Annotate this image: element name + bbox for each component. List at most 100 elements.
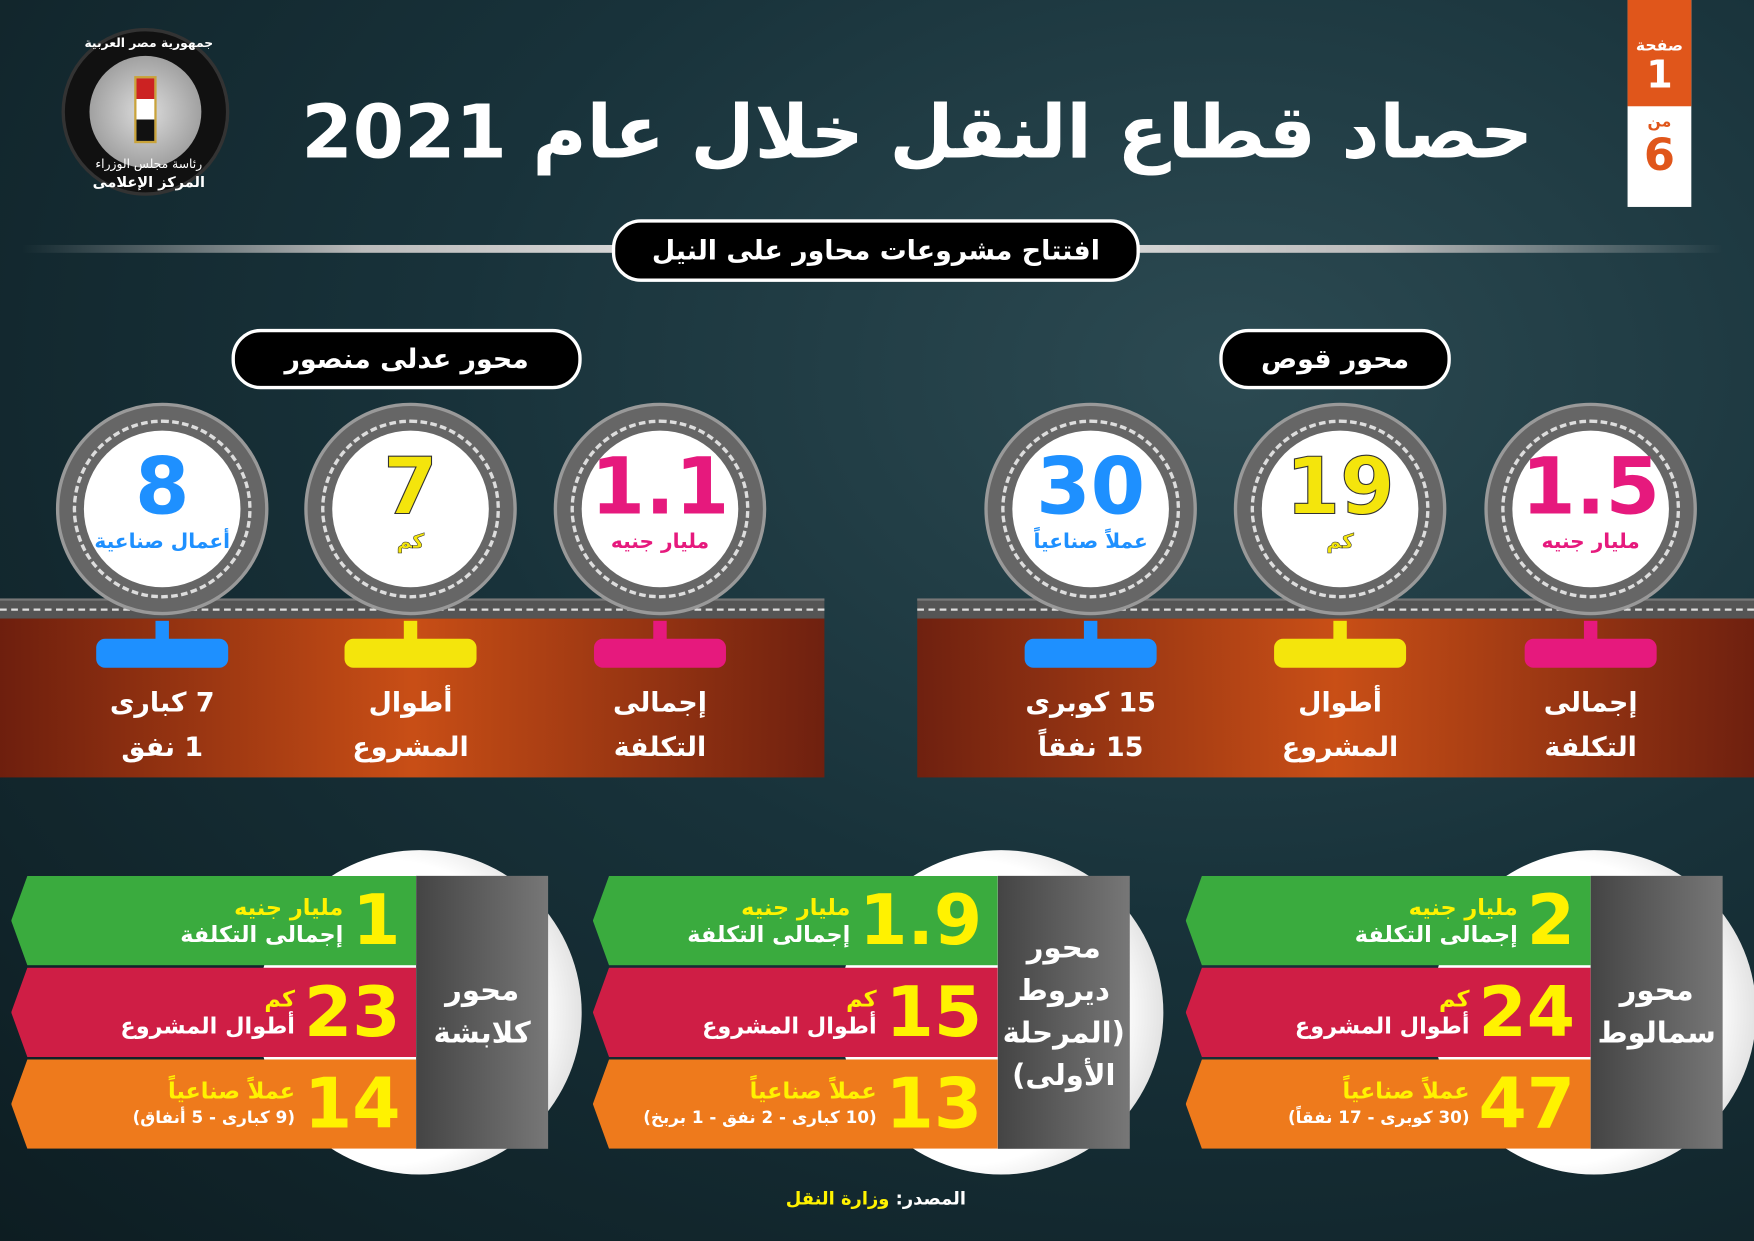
stat-label-line2: المشروع [352,731,469,763]
length-unit: كم [264,985,295,1013]
length-unit: كم [846,985,877,1013]
cost-value: 2 [1526,879,1575,961]
works-unit: عملاً صناعياً [167,1077,295,1105]
pin-marker [1024,620,1157,670]
works-value: 14 [303,1062,401,1145]
source-value: وزارة النقل [785,1187,890,1210]
page-number: 1 [1646,52,1673,98]
stat-label-line2: 15 نفقاً [1037,731,1144,763]
eagle-emblem-icon [134,76,157,144]
stat-label: إجمالى التكلفة [1501,680,1680,769]
stat-label-line2: 1 نفق [121,731,204,763]
media-center-logo: جمهورية مصر العربية رئاسة مجلس الوزراء ا… [61,27,230,196]
length-label: أطوال المشروع [702,1012,877,1040]
stat-label-line1: أطوال [368,686,453,719]
axis-name: محور ديروط (المرحلة الأولى) [997,875,1130,1149]
stat-label-line2: التكلفة [613,731,707,763]
stat-circle-length: 19 كم [1233,402,1447,616]
page-label: صفحة [1635,36,1684,55]
cost-unit: مليار جنيه [741,893,851,921]
source-label: المصدر: [895,1187,966,1210]
pin-marker [96,620,229,670]
axis-pill-adly-mansour: محور عدلى منصور [231,328,582,390]
stat-label: أطوال المشروع [1251,680,1430,769]
length-bar: 23 كم أطوال المشروع [11,967,417,1058]
stat-label-line1: 7 كبارى [109,686,215,719]
stat-label: 15 كوبرى 15 نفقاً [1001,680,1180,769]
stat-unit: مليار جنيه [1541,530,1640,554]
cost-bar: 1 مليار جنيه إجمالى التكلفة [11,875,417,966]
length-label: أطوال المشروع [120,1012,295,1040]
works-unit: عملاً صناعياً [1342,1077,1470,1105]
stat-label-line1: إجمالى [613,686,707,719]
stat-label-line1: إجمالى [1543,686,1638,719]
length-value: 24 [1478,970,1575,1053]
length-value: 15 [885,970,983,1053]
works-value: 47 [1478,1062,1575,1145]
stat-circle-cost: 1.1 مليار جنيه [553,402,767,616]
length-bar: 24 كم أطوال المشروع [1185,967,1591,1058]
cost-value: 1.9 [859,879,983,961]
works-detail: (30 كوبرى - 17 نفقاً) [1287,1107,1470,1128]
axis-card: محور كلابشة 1 مليار جنيه إجمالى التكلفة 23… [11,850,582,1175]
stat-label-line2: التكلفة [1544,731,1637,763]
cost-bar: 2 مليار جنيه إجمالى التكلفة [1185,875,1591,966]
length-bar: 15 كم أطوال المشروع [592,967,998,1058]
works-bar: 13 عملاً صناعياً (10 كبارى - 2 نفق - 1 برب… [592,1059,998,1149]
stat-label: 7 كبارى 1 نفق [73,680,252,769]
stat-value: 8 [134,440,190,533]
stat-circle-works: 30 عملاً صناعياً [984,402,1197,616]
axis-card: محور ديروط (المرحلة الأولى) 1.9 مليار جني… [592,850,1164,1175]
stat-value: 1.5 [1521,440,1661,533]
stat-circle-length: 7 كم [304,402,517,616]
works-detail: (10 كبارى - 2 نفق - 1 بربخ) [643,1107,877,1128]
subtitle-pill: افتتاح مشروعات محاور على النيل [611,219,1140,282]
stat-value: 30 [1036,440,1146,533]
axis-name: محور كلابشة [416,875,549,1149]
axis-pill-qous: محور قوص [1219,328,1451,390]
length-unit: كم [1438,985,1470,1013]
stat-unit: مليار جنيه [610,530,710,554]
length-value: 23 [303,970,401,1053]
cost-unit: مليار جنيه [234,893,344,921]
stat-label-line1: 15 كوبرى [1025,686,1156,719]
logo-middle-text: رئاسة مجلس الوزراء [95,156,203,172]
pin-marker [1524,620,1657,670]
stat-label: إجمالى التكلفة [570,680,749,769]
stat-label-line2: المشروع [1281,731,1399,763]
cost-bar: 1.9 مليار جنيه إجمالى التكلفة [592,875,998,966]
stat-unit: كم [396,530,425,554]
cost-value: 1 [352,879,401,961]
logo-top-text: جمهورية مصر العربية [84,35,214,51]
logo-bottom-text: المركز الإعلامى [92,174,205,192]
axis-name: محور سمالوط [1590,875,1723,1149]
source-note: المصدر: وزارة النقل [671,1188,1080,1209]
cost-label: إجمالى التكلفة [180,920,344,948]
pin-marker [593,620,726,670]
stat-circle-cost: 1.5 مليار جنيه [1484,402,1697,616]
of-label: من [1647,112,1672,131]
axis-card: محور سمالوط 2 مليار جنيه إجمالى التكلفة 24… [1185,850,1754,1175]
stat-circle-works: 8 أعمال صناعية [55,402,269,616]
cost-label: إجمالى التكلفة [1354,920,1518,948]
works-bar: 14 عملاً صناعياً (9 كبارى - 5 أنفاق) [11,1059,417,1149]
stat-label: أطوال المشروع [321,680,500,769]
length-label: أطوال المشروع [1294,1012,1470,1040]
page-title: حصاد قطاع النقل خلال عام 2021 [301,89,1534,176]
pin-marker [344,620,477,670]
stat-unit: عملاً صناعياً [1033,530,1148,554]
works-unit: عملاً صناعياً [749,1077,877,1105]
stat-value: 19 [1285,440,1395,533]
works-bar: 47 عملاً صناعياً (30 كوبرى - 17 نفقاً) [1185,1059,1591,1149]
stat-label-line1: أطوال [1298,686,1382,719]
cost-unit: مليار جنيه [1408,893,1518,921]
stat-value: 7 [383,440,439,533]
total-pages: 6 [1643,129,1676,182]
cost-label: إجمالى التكلفة [687,920,851,948]
pin-marker [1274,620,1407,670]
works-detail: (9 كبارى - 5 أنفاق) [132,1107,295,1128]
page-badge: صفحة 1 من 6 [1627,0,1692,207]
stat-unit: كم [1326,530,1354,554]
stat-unit: أعمال صناعية [94,530,231,554]
